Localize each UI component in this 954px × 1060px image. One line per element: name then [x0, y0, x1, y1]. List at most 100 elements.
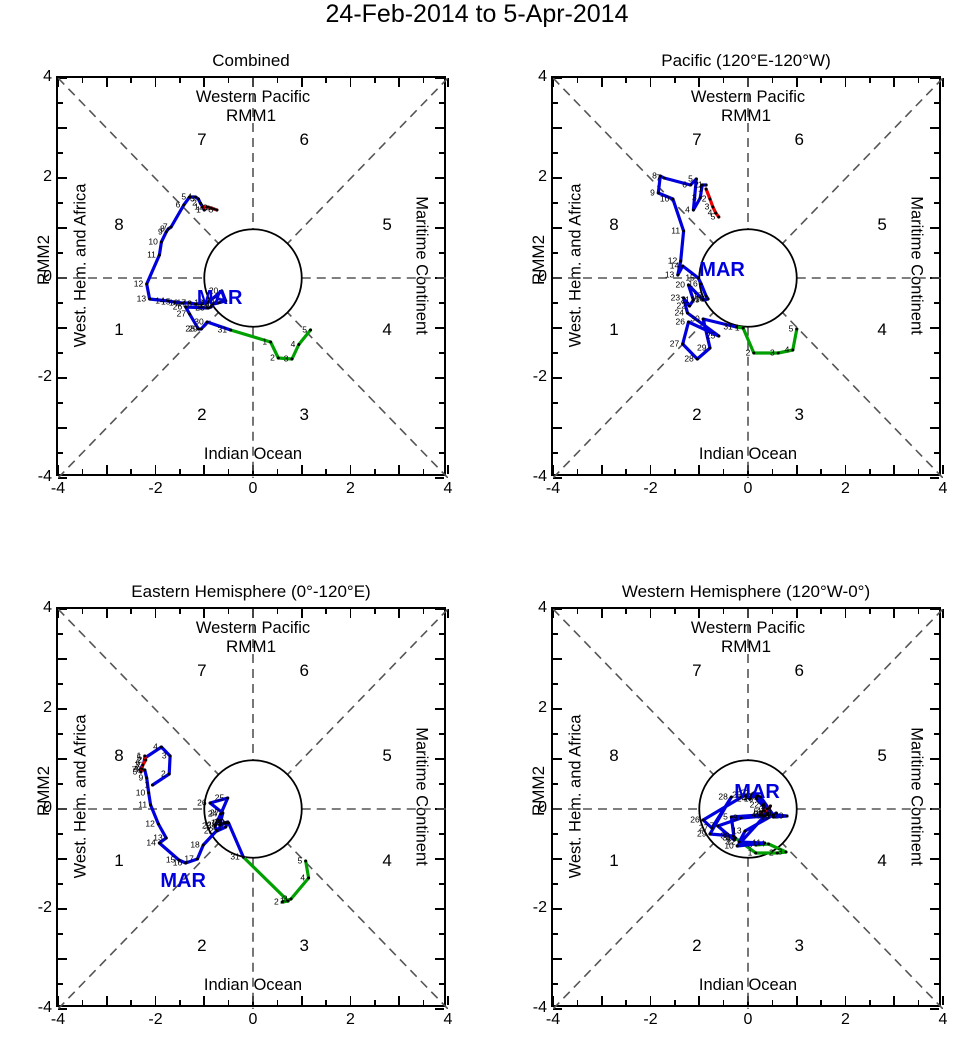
trajectory-point [151, 783, 155, 787]
phase-number-7: 7 [692, 660, 702, 680]
y-tick-label: 4 [538, 599, 547, 616]
day-label: 20 [774, 811, 784, 821]
axis-tick [722, 78, 725, 83]
day-label: 3 [759, 804, 764, 814]
phase-number-5: 5 [382, 214, 392, 234]
axis-tick [439, 683, 444, 685]
phase-number-1: 1 [609, 850, 619, 870]
day-label: 27 [670, 339, 680, 349]
axis-tick [930, 177, 939, 179]
day-label: 26 [676, 317, 686, 327]
trajectory-point [156, 822, 160, 826]
axis-tick [930, 608, 939, 610]
trajectory-point [206, 306, 210, 310]
x-axis-label: RMM1 [225, 106, 277, 125]
axis-tick [600, 465, 603, 474]
trajectory-point [687, 320, 691, 324]
trajectory-point [698, 196, 702, 200]
day-label: 13 [665, 270, 675, 280]
axis-tick [439, 402, 444, 404]
axis-tick [439, 633, 444, 635]
day-label: 25 [706, 331, 716, 341]
day-label: 17 [177, 298, 187, 308]
axis-tick [553, 227, 562, 229]
plot-axes: -4 -2 0 2 4 4 2 0 -2 -4 Western Pacific Indian Ocea… [533, 68, 948, 497]
axis-tick [576, 1000, 579, 1005]
axis-tick [435, 708, 444, 710]
trajectory-point [200, 205, 204, 209]
axis-tick [58, 402, 63, 404]
axis-tick [81, 609, 84, 614]
trajectory-point [180, 301, 184, 305]
day-label: 23 [202, 821, 212, 831]
phase-number-3: 3 [299, 404, 309, 424]
axis-tick [844, 465, 847, 474]
axis-tick [325, 1000, 327, 1005]
trajectory-point [775, 851, 779, 855]
axis-tick [58, 177, 67, 179]
day-label: 28 [185, 324, 195, 334]
panel-title: Combined [212, 51, 290, 70]
month-label: MAR [699, 259, 745, 281]
trajectory-point [149, 803, 153, 807]
unit-circle [203, 228, 303, 328]
trajectory-point [662, 176, 666, 180]
day-label: 19 [760, 812, 770, 822]
axis-tick [869, 609, 871, 614]
day-label: 2 [769, 848, 774, 858]
y-tick-label: 0 [538, 799, 547, 816]
axis-tick [930, 127, 939, 129]
trajectory-point [691, 208, 695, 212]
axis-tick [58, 252, 63, 254]
trajectory-point [188, 301, 192, 305]
y-tick-label: 2 [43, 168, 52, 185]
axis-tick [553, 177, 562, 179]
axis-tick [625, 609, 627, 614]
axis-tick [930, 477, 939, 479]
axis-tick [439, 833, 444, 835]
axis-tick [58, 452, 63, 454]
axis-tick [934, 633, 939, 635]
axis-tick [58, 958, 67, 960]
x-axis-label: RMM1 [720, 106, 772, 125]
axis-tick [154, 609, 157, 618]
trajectory-point [695, 357, 699, 361]
trajectory-point [771, 815, 775, 819]
trajectory-point [224, 299, 228, 303]
day-label: 21 [213, 296, 223, 306]
trajectory-point [143, 754, 147, 758]
axis-tick [722, 609, 725, 614]
axis-tick [795, 996, 798, 1005]
day-label: 3 [135, 760, 140, 770]
trajectory-point [195, 857, 199, 861]
axis-tick [435, 758, 444, 760]
trajectory-point [688, 183, 692, 187]
axis-tick [435, 377, 444, 379]
axis-tick [674, 469, 676, 474]
panel-title: Eastern Hemisphere (0°-120°E) [131, 582, 371, 601]
axis-tick [105, 996, 108, 1005]
day-label: 9 [756, 811, 761, 821]
axis-tick [553, 933, 558, 935]
axis-tick [435, 177, 444, 179]
axis-tick [58, 633, 63, 635]
day-label: 1 [762, 801, 767, 811]
day-label: 13 [137, 294, 147, 304]
trajectory-point [147, 791, 151, 795]
day-label: 14 [146, 838, 156, 848]
phase-guide-lines [58, 78, 448, 478]
day-label: 12 [145, 819, 155, 829]
day-label: 28 [207, 820, 217, 830]
trajectory-point [229, 328, 233, 332]
trajectory-point [157, 841, 161, 845]
day-label: 1 [194, 202, 199, 212]
unit-circle [698, 759, 798, 859]
phase-number-4: 4 [382, 850, 392, 870]
day-label: 30 [720, 831, 730, 841]
axis-tick [58, 783, 63, 785]
day-label: 11 [752, 838, 761, 848]
axis-tick [552, 78, 554, 87]
trajectory-point [205, 301, 209, 305]
axis-tick [374, 1000, 376, 1005]
